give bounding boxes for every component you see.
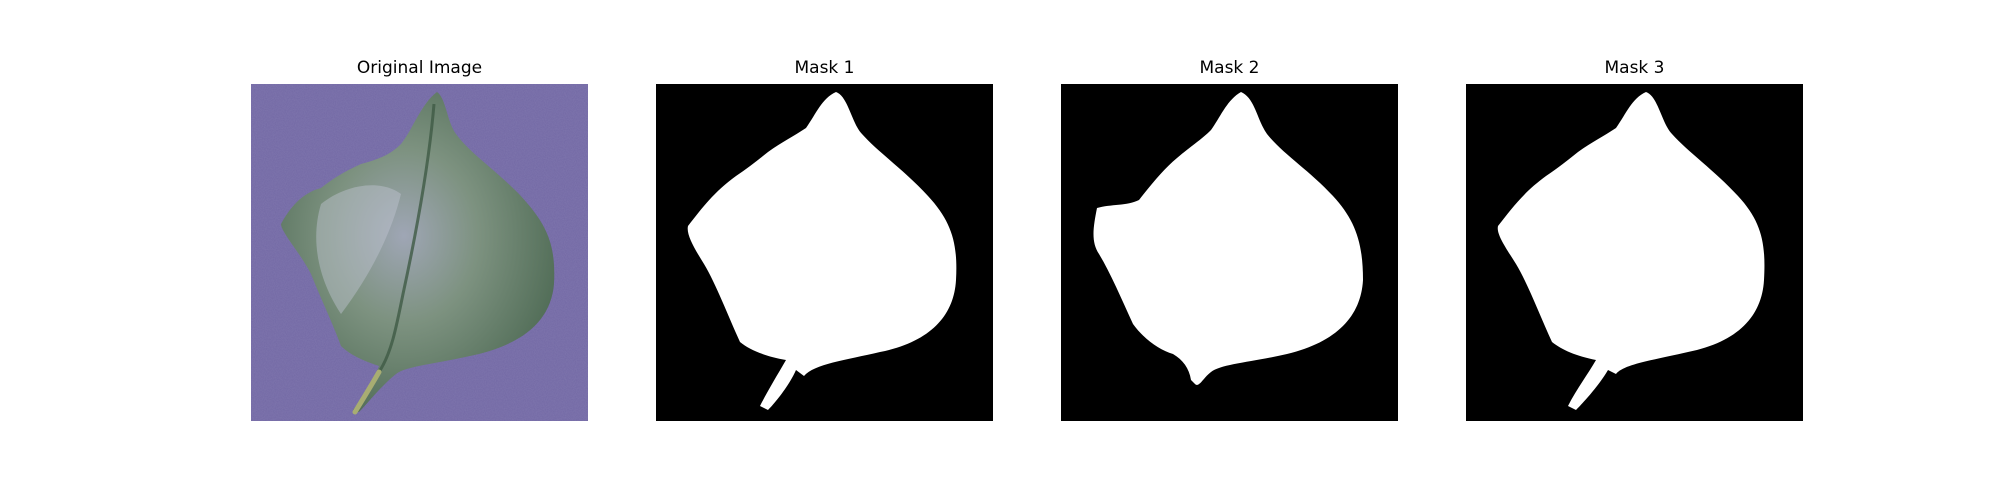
mask-1-image <box>656 84 993 421</box>
leaf-highlight <box>316 185 401 314</box>
leaf-photo <box>251 84 588 421</box>
panel-title: Mask 1 <box>794 58 855 78</box>
panel-mask-3: Mask 3 <box>1466 58 1803 421</box>
leaf <box>281 92 555 412</box>
mask-3-image <box>1466 84 1803 421</box>
mask-leaf <box>1497 92 1765 410</box>
panel-title: Mask 3 <box>1604 58 1665 78</box>
mask-leaf <box>1093 92 1363 385</box>
panel-title: Mask 2 <box>1199 58 1260 78</box>
mask-leaf <box>687 92 957 410</box>
panel-original-image: Original Image <box>251 58 588 421</box>
leaf-stem <box>352 369 382 415</box>
leaf-midrib <box>377 103 436 373</box>
panel-mask-1: Mask 1 <box>656 58 993 421</box>
mask-2-image <box>1061 84 1398 421</box>
panel-mask-2: Mask 2 <box>1061 58 1398 421</box>
panel-title: Original Image <box>356 58 483 78</box>
